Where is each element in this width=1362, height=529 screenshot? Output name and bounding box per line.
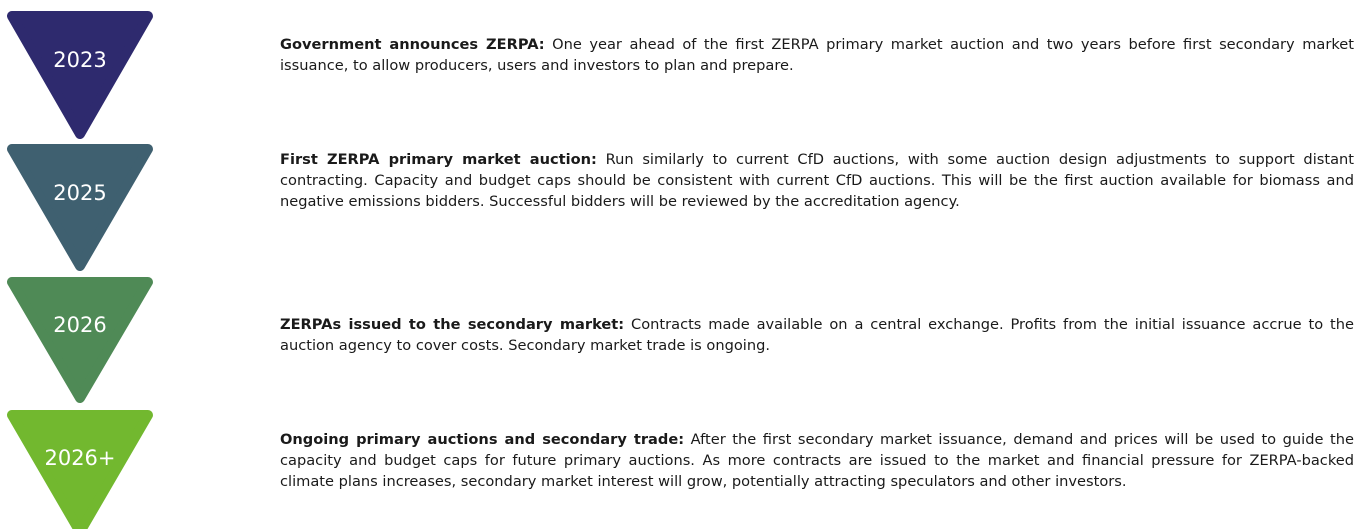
year: 2026: [53, 313, 106, 337]
entry-title: First ZERPA primary market auction:: [280, 151, 597, 168]
marker: [7, 410, 153, 529]
entry-body: Contracts made available on a central ex…: [280, 316, 1354, 354]
entry-title: Ongoing primary auctions and secondary t…: [280, 431, 685, 448]
year: 2026+: [44, 446, 115, 470]
marker: [7, 144, 153, 271]
entry-body: One year ahead of the first ZERPA primar…: [280, 36, 1355, 74]
timeline: 2023 2025 2026 2026+: [7, 11, 153, 529]
entry-body: Run similarly to current CfD auctions, w…: [280, 151, 1354, 210]
year: 2023: [53, 48, 106, 72]
marker: [7, 11, 153, 139]
entry: Ongoing primary auctions and secondary t…: [280, 429, 1354, 492]
entry: First ZERPA primary market auction: Run …: [280, 149, 1354, 212]
year: 2025: [53, 181, 106, 205]
entry-title: ZERPAs issued to the secondary market:: [280, 316, 625, 333]
entry-title: Government announces ZERPA:: [280, 36, 545, 53]
marker: [7, 277, 153, 403]
entry-body: After the first secondary market issuanc…: [280, 431, 1354, 490]
entry: ZERPAs issued to the secondary market: C…: [280, 314, 1354, 356]
entry: Government announces ZERPA: One year ahe…: [280, 34, 1354, 76]
